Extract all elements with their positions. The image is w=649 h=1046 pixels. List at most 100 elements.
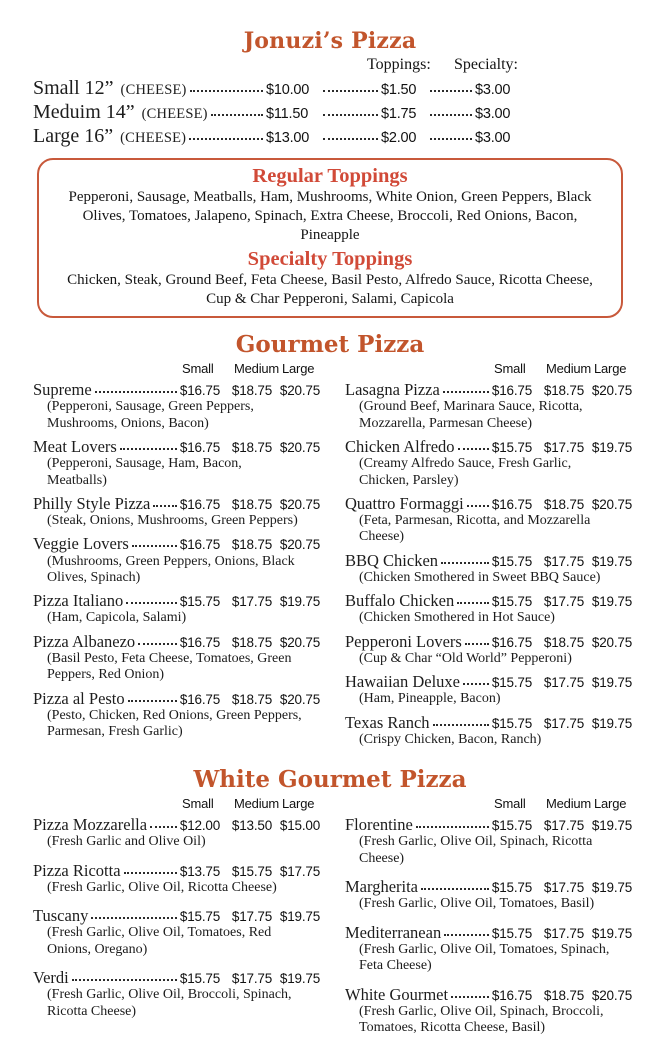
section-columns: Small Medium Large Supreme $16.75 $18.75… (33, 361, 632, 753)
dot-leader (415, 826, 489, 829)
menu-item-description: (Chicken Smothered in Hot Sauce) (359, 610, 555, 626)
dot-leader (430, 90, 472, 92)
dot-leader (441, 561, 489, 564)
dot-leader (457, 448, 489, 451)
dot-leader (150, 826, 177, 829)
menu-column-left: Small Medium Large Pizza Mozzarella $12.… (33, 796, 320, 1046)
menu-section: White Gourmet Pizza Small Medium Large P… (33, 766, 632, 1046)
specialty-price: $3.00 (475, 82, 511, 98)
toppings-box: Regular Toppings Pepperoni, Sausage, Mea… (37, 157, 623, 319)
menu-item: Pepperoni Lovers $16.75 $18.75 $20.75 (C… (345, 632, 632, 668)
menu-item-row: Tuscany $15.75 $17.75 $19.75 (33, 906, 320, 925)
menu-item-row: Mediterranean $15.75 $17.75 $19.75 (345, 923, 632, 942)
menu-item-price-medium: $17.75 (543, 440, 584, 456)
menu-item-price-medium: $18.75 (231, 537, 272, 553)
menu-item-description: (Crispy Chicken, Bacon, Ranch) (359, 731, 542, 747)
dot-leader (451, 995, 489, 998)
menu-items: Supreme $16.75 $18.75 $20.75 (Pepperoni,… (33, 380, 320, 740)
menu-item-price-small: $16.75 (491, 634, 532, 650)
menu-item-price-medium: $18.75 (543, 496, 584, 512)
menu-item-price-small: $16.75 (179, 440, 220, 456)
menu-item-price-large: $20.75 (279, 691, 320, 707)
menu-item-description: (Chicken Smothered in Sweet BBQ Sauce) (359, 569, 601, 585)
menu-item-price-large: $20.75 (591, 383, 632, 399)
dot-leader (119, 448, 177, 451)
menu-item-name: Quattro Formaggi (345, 493, 464, 513)
menu-item-price-medium: $17.75 (543, 553, 584, 569)
menu-item: Pizza Ricotta $13.75 $15.75 $17.75 (Fres… (33, 861, 320, 897)
restaurant-title: Jonuzi’s Pizza (243, 28, 417, 54)
menu-item-row: Buffalo Chicken $15.75 $17.75 $19.75 (345, 591, 632, 610)
menu-item-price-medium: $17.75 (543, 675, 584, 691)
menu-item-price-medium: $18.75 (543, 634, 584, 650)
menu-item-description: (Pepperoni, Sausage, Ham, Bacon, Meatbal… (47, 456, 242, 488)
menu-item: Texas Ranch $15.75 $17.75 $19.75 (Crispy… (345, 713, 632, 749)
dot-leader (123, 871, 177, 874)
menu-item-row: Veggie Lovers $16.75 $18.75 $20.75 (33, 534, 320, 553)
menu-item-price-large: $20.75 (279, 634, 320, 650)
menu-item-price-small: $15.75 (491, 925, 532, 941)
spacer (33, 361, 182, 376)
menu-item-name: Pizza Ricotta (33, 860, 121, 880)
menu-item-row: Pizza Mozzarella $12.00 $13.50 $15.00 (33, 815, 320, 834)
medium-column-header: Medium (546, 361, 592, 377)
regular-toppings-title: Regular Toppings (252, 164, 408, 187)
section-columns: Small Medium Large Pizza Mozzarella $12.… (33, 796, 632, 1046)
specialty-toppings-title: Specialty Toppings (247, 247, 413, 270)
dot-leader (430, 114, 472, 117)
size-price-table: Toppings: Specialty: Small 12” (CHEESE) … (33, 56, 518, 149)
menu-item: Hawaiian Deluxe $15.75 $17.75 $19.75 (Ha… (345, 672, 632, 708)
menu-item-row: Philly Style Pizza $16.75 $18.75 $20.75 (33, 494, 320, 513)
menu-item-price-small: $16.75 (179, 634, 220, 650)
menu-item-description: (Ground Beef, Marinara Sauce, Ricotta, M… (359, 399, 583, 431)
menu-item-name: Philly Style Pizza (33, 493, 151, 513)
menu-item: Mediterranean $15.75 $17.75 $19.75 (Fres… (345, 923, 632, 975)
menu-item-price-large: $19.75 (591, 594, 632, 610)
menu-item-name: BBQ Chicken (345, 550, 439, 570)
dot-leader (323, 114, 378, 117)
toppings-column-header: Toppings: (367, 56, 431, 73)
price-column-headers: Small Medium Large (33, 796, 320, 811)
menu-item-price-medium: $17.75 (543, 925, 584, 941)
menu-item-price-small: $16.75 (491, 987, 532, 1003)
spacer (345, 796, 494, 811)
menu-item-description: (Pepperoni, Sausage, Green Peppers, Mush… (47, 399, 254, 431)
small-column-header: Small (182, 361, 214, 377)
menu-items: Pizza Mozzarella $12.00 $13.50 $15.00 (F… (33, 815, 320, 1020)
menu-item-description: (Creamy Alfredo Sauce, Fresh Garlic, Chi… (359, 456, 572, 488)
dot-leader (457, 602, 489, 605)
menu-item: Margherita $15.75 $17.75 $19.75 (Fresh G… (345, 877, 632, 913)
menu-item-price-medium: $17.75 (543, 594, 584, 610)
menu-item-description: (Fresh Garlic, Olive Oil, Tomatoes, Red … (47, 925, 272, 957)
small-column-header: Small (494, 796, 526, 812)
menu-item-name: Meat Lovers (33, 437, 117, 457)
menu-item-price-medium: $17.75 (543, 880, 584, 896)
menu-item-price-large: $19.75 (591, 715, 632, 731)
menu-item-price-large: $20.75 (591, 987, 632, 1003)
section-heading: Gourmet Pizza (235, 331, 425, 359)
menu-item: Supreme $16.75 $18.75 $20.75 (Pepperoni,… (33, 380, 320, 432)
cheese-label: (CHEESE) (120, 130, 187, 147)
menu-item-price-large: $19.75 (279, 971, 320, 987)
menu-item-price-large: $19.75 (591, 440, 632, 456)
menu-item: Philly Style Pizza $16.75 $18.75 $20.75 … (33, 494, 320, 530)
dot-leader (421, 888, 489, 891)
menu-item: Quattro Formaggi $16.75 $18.75 $20.75 (F… (345, 494, 632, 546)
menu-item-price-large: $19.75 (591, 925, 632, 941)
menu-item-name: Pizza Italiano (33, 591, 124, 611)
menu-item-row: White Gourmet $16.75 $18.75 $20.75 (345, 985, 632, 1004)
topping-price: $1.75 (381, 106, 417, 123)
menu-item-row: Pizza al Pesto $16.75 $18.75 $20.75 (33, 689, 320, 708)
menu-item: Meat Lovers $16.75 $18.75 $20.75 (Pepper… (33, 437, 320, 489)
dot-leader (442, 391, 489, 394)
menu-item-name: Verdi (33, 968, 69, 988)
menu-item: Pizza Italiano $15.75 $17.75 $19.75 (Ham… (33, 591, 320, 627)
menu-item-price-large: $20.75 (279, 496, 320, 512)
menu-item-price-small: $15.75 (179, 909, 220, 925)
menu-item-price-medium: $13.50 (231, 818, 272, 834)
menu-item-price-small: $13.75 (179, 863, 220, 879)
cheese-price: $10.00 (266, 82, 310, 98)
menu-item-price-small: $15.75 (179, 971, 220, 987)
menu-column-right: Small Medium Large Lasagna Pizza $16.75 … (345, 361, 632, 753)
